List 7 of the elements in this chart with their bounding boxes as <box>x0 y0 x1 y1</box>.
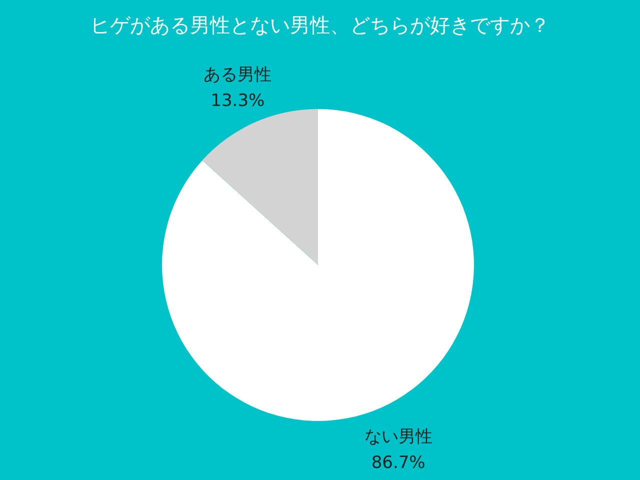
slice-label: ない男性 <box>364 426 432 447</box>
chart-title: ヒゲがある男性とない男性、どちらが好きですか？ <box>90 13 550 37</box>
pie-slice <box>202 109 318 265</box>
slice-label: ある男性 <box>204 65 272 86</box>
pie-slice <box>162 109 474 421</box>
data-label: 13.3% <box>210 91 265 112</box>
data-label: 86.7% <box>371 452 426 473</box>
